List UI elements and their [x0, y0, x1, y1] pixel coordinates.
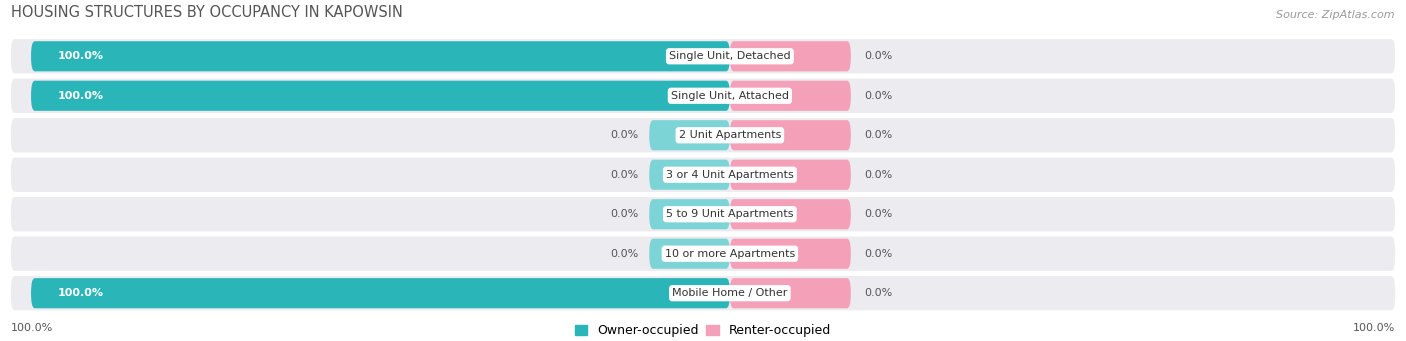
Text: 100.0%: 100.0% — [11, 323, 53, 333]
Text: 0.0%: 0.0% — [610, 170, 638, 180]
FancyBboxPatch shape — [730, 239, 851, 269]
Text: 100.0%: 100.0% — [58, 51, 104, 61]
Text: 100.0%: 100.0% — [1353, 323, 1395, 333]
Text: Mobile Home / Other: Mobile Home / Other — [672, 288, 787, 298]
FancyBboxPatch shape — [11, 79, 1395, 113]
Text: 0.0%: 0.0% — [865, 130, 893, 140]
Text: 0.0%: 0.0% — [865, 209, 893, 219]
Text: 0.0%: 0.0% — [610, 249, 638, 259]
FancyBboxPatch shape — [11, 39, 1395, 73]
Text: HOUSING STRUCTURES BY OCCUPANCY IN KAPOWSIN: HOUSING STRUCTURES BY OCCUPANCY IN KAPOW… — [11, 5, 402, 20]
FancyBboxPatch shape — [730, 199, 851, 229]
Text: Single Unit, Detached: Single Unit, Detached — [669, 51, 790, 61]
FancyBboxPatch shape — [31, 81, 730, 111]
Text: Source: ZipAtlas.com: Source: ZipAtlas.com — [1277, 11, 1395, 20]
FancyBboxPatch shape — [730, 160, 851, 190]
Text: 0.0%: 0.0% — [865, 170, 893, 180]
Text: 0.0%: 0.0% — [865, 91, 893, 101]
FancyBboxPatch shape — [11, 118, 1395, 152]
FancyBboxPatch shape — [11, 276, 1395, 310]
Text: 0.0%: 0.0% — [865, 249, 893, 259]
Text: 100.0%: 100.0% — [58, 288, 104, 298]
Text: 100.0%: 100.0% — [58, 91, 104, 101]
Text: 2 Unit Apartments: 2 Unit Apartments — [679, 130, 782, 140]
Text: Single Unit, Attached: Single Unit, Attached — [671, 91, 789, 101]
Text: 0.0%: 0.0% — [865, 51, 893, 61]
Text: 10 or more Apartments: 10 or more Apartments — [665, 249, 794, 259]
FancyBboxPatch shape — [11, 197, 1395, 231]
Legend: Owner-occupied, Renter-occupied: Owner-occupied, Renter-occupied — [575, 324, 831, 337]
FancyBboxPatch shape — [650, 199, 730, 229]
Text: 0.0%: 0.0% — [610, 130, 638, 140]
FancyBboxPatch shape — [650, 160, 730, 190]
Text: 3 or 4 Unit Apartments: 3 or 4 Unit Apartments — [666, 170, 794, 180]
FancyBboxPatch shape — [730, 278, 851, 308]
FancyBboxPatch shape — [730, 41, 851, 71]
Text: 5 to 9 Unit Apartments: 5 to 9 Unit Apartments — [666, 209, 793, 219]
FancyBboxPatch shape — [650, 120, 730, 150]
FancyBboxPatch shape — [730, 120, 851, 150]
Text: 0.0%: 0.0% — [865, 288, 893, 298]
FancyBboxPatch shape — [730, 81, 851, 111]
FancyBboxPatch shape — [31, 278, 730, 308]
Text: 0.0%: 0.0% — [610, 209, 638, 219]
FancyBboxPatch shape — [11, 237, 1395, 271]
FancyBboxPatch shape — [11, 158, 1395, 192]
FancyBboxPatch shape — [650, 239, 730, 269]
FancyBboxPatch shape — [31, 41, 730, 71]
